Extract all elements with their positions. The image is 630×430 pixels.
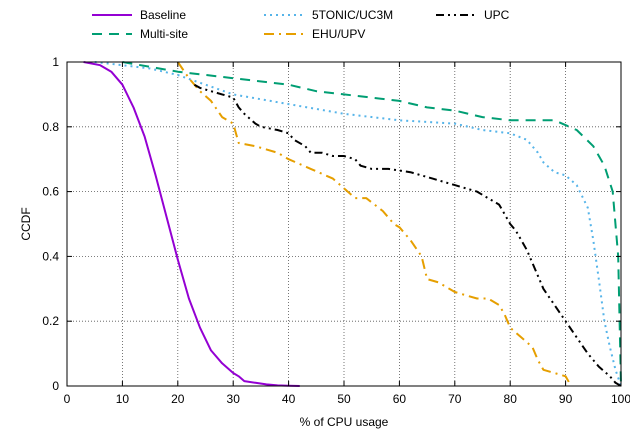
x-tick-label: 70 bbox=[448, 392, 462, 406]
y-tick-label: 0.8 bbox=[42, 120, 59, 134]
y-axis-label: CCDF bbox=[19, 207, 33, 240]
y-tick-label: 0 bbox=[52, 379, 59, 393]
series-line-baseline bbox=[83, 61, 300, 387]
x-axis-label: % of CPU usage bbox=[300, 415, 389, 429]
x-tick-label: 60 bbox=[393, 392, 407, 406]
y-tick-label: 0.6 bbox=[42, 185, 59, 199]
grid-lines bbox=[67, 62, 621, 386]
legend-label: 5TONIC/UC3M bbox=[312, 8, 393, 22]
series-line-multi-site bbox=[122, 61, 622, 387]
x-tick-label: 90 bbox=[559, 392, 573, 406]
x-tick-label: 10 bbox=[116, 392, 130, 406]
legend-label: Multi-site bbox=[140, 27, 188, 41]
x-tick-label: 0 bbox=[64, 392, 71, 406]
legend-label: UPC bbox=[484, 8, 510, 22]
y-tick-label: 0.4 bbox=[42, 249, 59, 263]
y-tick-label: 1 bbox=[52, 55, 59, 69]
series-line-ehu-upv bbox=[176, 61, 572, 387]
x-tick-label: 100 bbox=[611, 392, 630, 406]
series-group bbox=[83, 61, 622, 387]
series-line-5tonic-uc3m bbox=[94, 61, 622, 387]
x-tick-label: 30 bbox=[227, 392, 241, 406]
y-tick-label: 0.2 bbox=[42, 314, 59, 328]
x-tick-label: 20 bbox=[171, 392, 185, 406]
x-tick-label: 80 bbox=[504, 392, 518, 406]
legend-label: EHU/UPV bbox=[312, 27, 365, 41]
series-line-upc bbox=[193, 83, 622, 387]
legend: Baseline Multi-site 5TONIC/UC3M EHU/UPV UPC bbox=[92, 8, 510, 41]
x-tick-label: 50 bbox=[337, 392, 351, 406]
legend-label: Baseline bbox=[140, 8, 186, 22]
x-tick-label: 40 bbox=[282, 392, 296, 406]
axis-ticks: 0 10 20 30 40 50 60 70 80 90 100 0 0.2 0.4 0.6 0.8 1 bbox=[42, 55, 630, 406]
